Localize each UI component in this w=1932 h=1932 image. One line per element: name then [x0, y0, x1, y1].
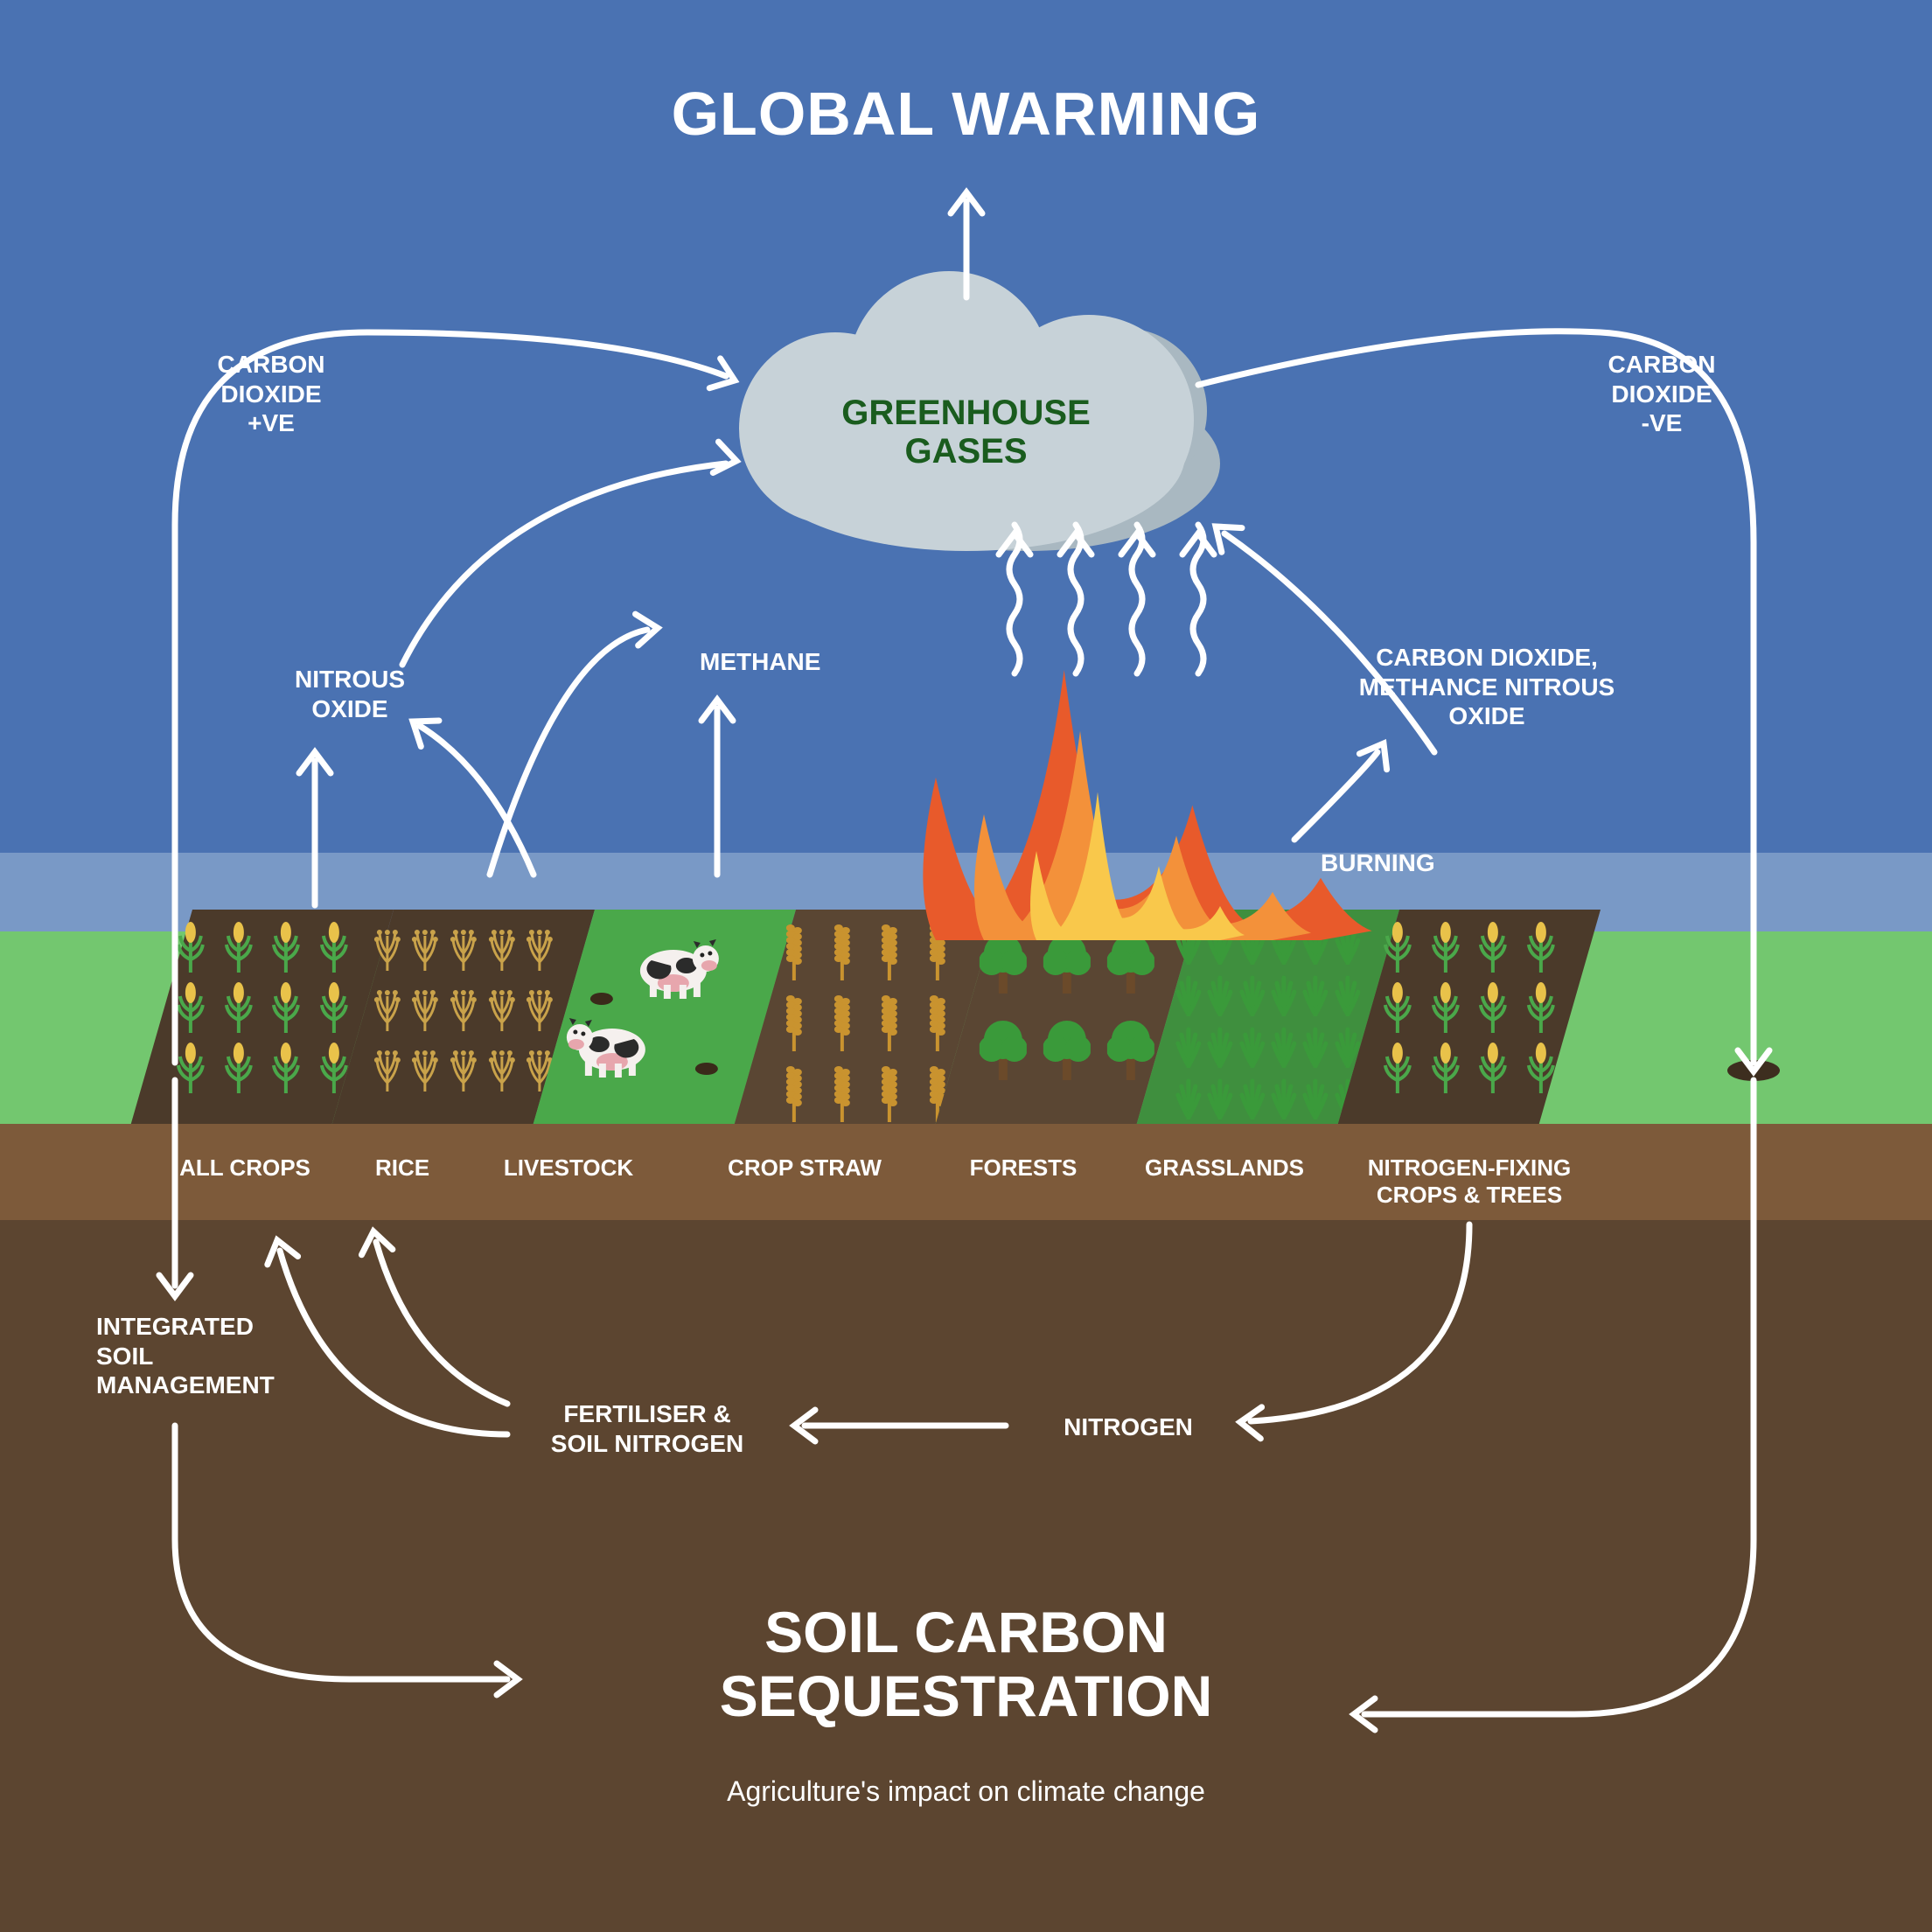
- title-global-warming: GLOBAL WARMING: [672, 79, 1261, 149]
- plot-label-6: NITROGEN-FIXINGCROPS & TREES: [1368, 1154, 1572, 1209]
- soil-deep-layer: [0, 1220, 1932, 1932]
- label-nitrogen: NITROGEN: [1064, 1412, 1193, 1442]
- label-co2-positive: CARBONDIOXIDE+VE: [218, 350, 325, 438]
- label-nitrous-oxide: NITROUSOXIDE: [295, 665, 405, 723]
- plot-label-0: ALL CROPS: [179, 1154, 310, 1182]
- subtitle: Agriculture's impact on climate change: [727, 1775, 1205, 1808]
- plot-label-4: FORESTS: [970, 1154, 1078, 1182]
- greenhouse-gases-label: GREENHOUSEGASES: [841, 394, 1091, 471]
- label-burning: BURNING: [1321, 848, 1435, 878]
- plot-label-2: LIVESTOCK: [504, 1154, 633, 1182]
- label-burning-gases: CARBON DIOXIDE,METHANCE NITROUSOXIDE: [1359, 643, 1615, 731]
- ground-hole-right: [1727, 1060, 1780, 1081]
- title-soil-carbon: SOIL CARBON SEQUESTRATION: [720, 1601, 1212, 1727]
- label-co2-negative: CARBONDIOXIDE-VE: [1608, 350, 1716, 438]
- label-integrated: INTEGRATEDSOILMANAGEMENT: [96, 1312, 275, 1400]
- plot-label-3: CROP STRAW: [728, 1154, 882, 1182]
- label-fertiliser: FERTILISER &SOIL NITROGEN: [551, 1399, 743, 1458]
- plot-label-1: RICE: [375, 1154, 429, 1182]
- plot-label-5: GRASSLANDS: [1145, 1154, 1304, 1182]
- plot-6: [1338, 910, 1601, 1124]
- diagram-canvas: GREENHOUSEGASES GLOBAL WARMING SOIL CARB…: [0, 0, 1932, 1932]
- label-methane: METHANE: [700, 647, 820, 677]
